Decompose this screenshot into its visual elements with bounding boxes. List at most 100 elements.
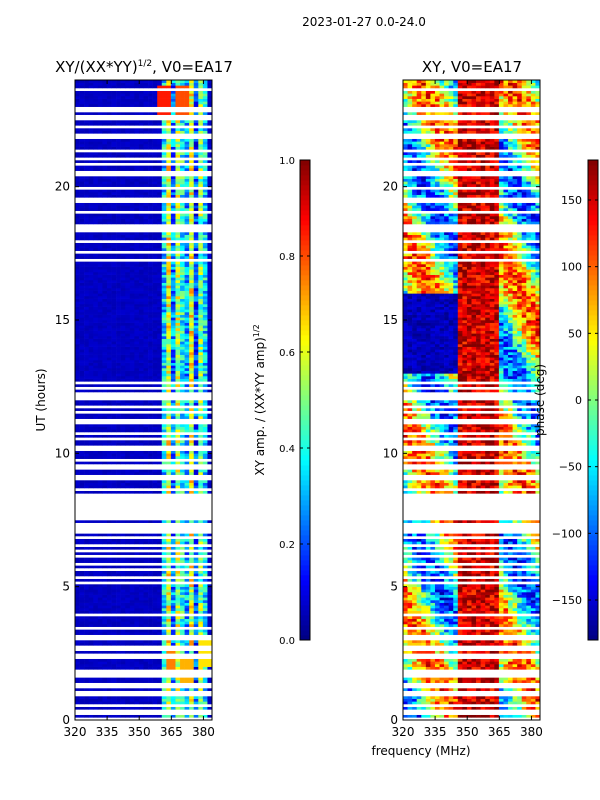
heatmap-gap-row xyxy=(75,394,212,398)
heatmap-cell xyxy=(134,184,140,187)
heatmap-cell xyxy=(166,248,172,251)
heatmap-cell xyxy=(207,194,213,198)
heatmap-cell xyxy=(198,293,204,297)
heatmap-cell xyxy=(134,296,140,299)
heatmap-cell xyxy=(157,541,163,545)
heatmap-cell xyxy=(202,424,208,427)
heatmap-cell xyxy=(75,154,80,158)
heatmap-cell xyxy=(198,624,204,627)
heatmap-cell xyxy=(102,272,108,275)
heatmap-cell xyxy=(207,450,213,454)
heatmap-cell xyxy=(84,256,89,259)
heatmap-cell xyxy=(161,104,167,107)
heatmap-cell xyxy=(75,232,80,235)
heatmap-cell xyxy=(88,122,94,126)
heatmap-cell xyxy=(120,426,126,430)
heatmap-cell xyxy=(202,400,208,403)
heatmap-cell xyxy=(189,602,195,606)
heatmap-cell xyxy=(138,560,144,563)
heatmap-cell xyxy=(193,189,199,193)
heatmap-cell xyxy=(88,96,94,99)
heatmap-cell xyxy=(157,189,163,193)
heatmap-cell xyxy=(193,378,199,382)
heatmap-cell xyxy=(184,368,190,371)
heatmap-cell xyxy=(175,112,181,115)
heatmap-cell xyxy=(97,80,103,83)
heatmap-cell xyxy=(111,298,117,302)
heatmap-cell xyxy=(84,357,89,361)
colorbar-swatch xyxy=(300,425,310,431)
heatmap-cell xyxy=(97,565,103,569)
heatmap-cell xyxy=(202,237,208,241)
heatmap-cell xyxy=(152,490,158,494)
heatmap-cell xyxy=(193,90,199,94)
heatmap-cell xyxy=(106,666,112,670)
heatmap-cell xyxy=(175,677,181,681)
heatmap-cell xyxy=(170,290,176,294)
heatmap-cell xyxy=(198,658,204,662)
heatmap-cell xyxy=(148,688,153,691)
heatmap-cell xyxy=(111,280,117,283)
heatmap-cell xyxy=(184,245,190,249)
heatmap-cell xyxy=(207,306,213,310)
heatmap-cell xyxy=(157,616,163,619)
heatmap-cell xyxy=(84,354,89,358)
heatmap-cell xyxy=(106,469,112,473)
heatmap-cell xyxy=(193,181,199,185)
heatmap-cell xyxy=(152,112,158,115)
heatmap-cell xyxy=(129,290,135,294)
heatmap-cell xyxy=(198,602,204,606)
heatmap-cell xyxy=(84,600,89,603)
heatmap-cell xyxy=(161,584,167,587)
heatmap-cell xyxy=(129,706,135,710)
heatmap-cell xyxy=(193,122,199,126)
heatmap-cell xyxy=(198,234,204,238)
heatmap-gap-row xyxy=(75,568,212,571)
heatmap-cell xyxy=(193,101,199,105)
heatmap-cell xyxy=(202,261,208,265)
heatmap-cell xyxy=(120,602,126,606)
heatmap-cell xyxy=(189,194,195,198)
heatmap-cell xyxy=(157,306,163,310)
heatmap-cell xyxy=(189,346,195,350)
heatmap-cell xyxy=(120,264,126,267)
heatmap-cell xyxy=(106,688,112,691)
heatmap-cell xyxy=(97,178,103,182)
heatmap-cell xyxy=(125,320,131,323)
heatmap-cell xyxy=(102,285,108,289)
heatmap-cell xyxy=(180,357,185,361)
heatmap-cell xyxy=(476,714,481,718)
heatmap-cell xyxy=(116,120,121,123)
heatmap-cell xyxy=(152,309,158,313)
heatmap-gap-row xyxy=(75,496,212,499)
heatmap-cell xyxy=(198,370,204,374)
heatmap-cell xyxy=(143,98,149,102)
heatmap-cell xyxy=(75,277,80,281)
heatmap-cell xyxy=(75,298,80,302)
heatmap-cell xyxy=(152,349,158,353)
heatmap-cell xyxy=(84,605,89,609)
heatmap-cell xyxy=(116,698,121,702)
heatmap-cell xyxy=(152,680,158,683)
heatmap-cell xyxy=(184,533,190,537)
heatmap-cell xyxy=(129,93,135,97)
heatmap-cell xyxy=(120,138,126,142)
heatmap-cell xyxy=(466,714,472,718)
heatmap-cell xyxy=(93,557,99,561)
heatmap-cell xyxy=(161,301,167,305)
heatmap-cell xyxy=(111,698,117,702)
heatmap-cell xyxy=(152,285,158,289)
heatmap-cell xyxy=(189,285,195,289)
heatmap-cell xyxy=(207,128,213,131)
heatmap-cell xyxy=(193,608,199,611)
heatmap-cell xyxy=(207,237,213,241)
heatmap-cell xyxy=(120,298,126,302)
heatmap-cell xyxy=(111,565,117,569)
heatmap-cell xyxy=(175,128,181,131)
colorbar-swatch xyxy=(300,390,310,396)
heatmap-cell xyxy=(79,120,85,123)
heatmap-cell xyxy=(75,533,80,537)
heatmap-cell xyxy=(79,362,85,366)
heatmap-cell xyxy=(148,245,153,249)
heatmap-cell xyxy=(180,208,185,211)
